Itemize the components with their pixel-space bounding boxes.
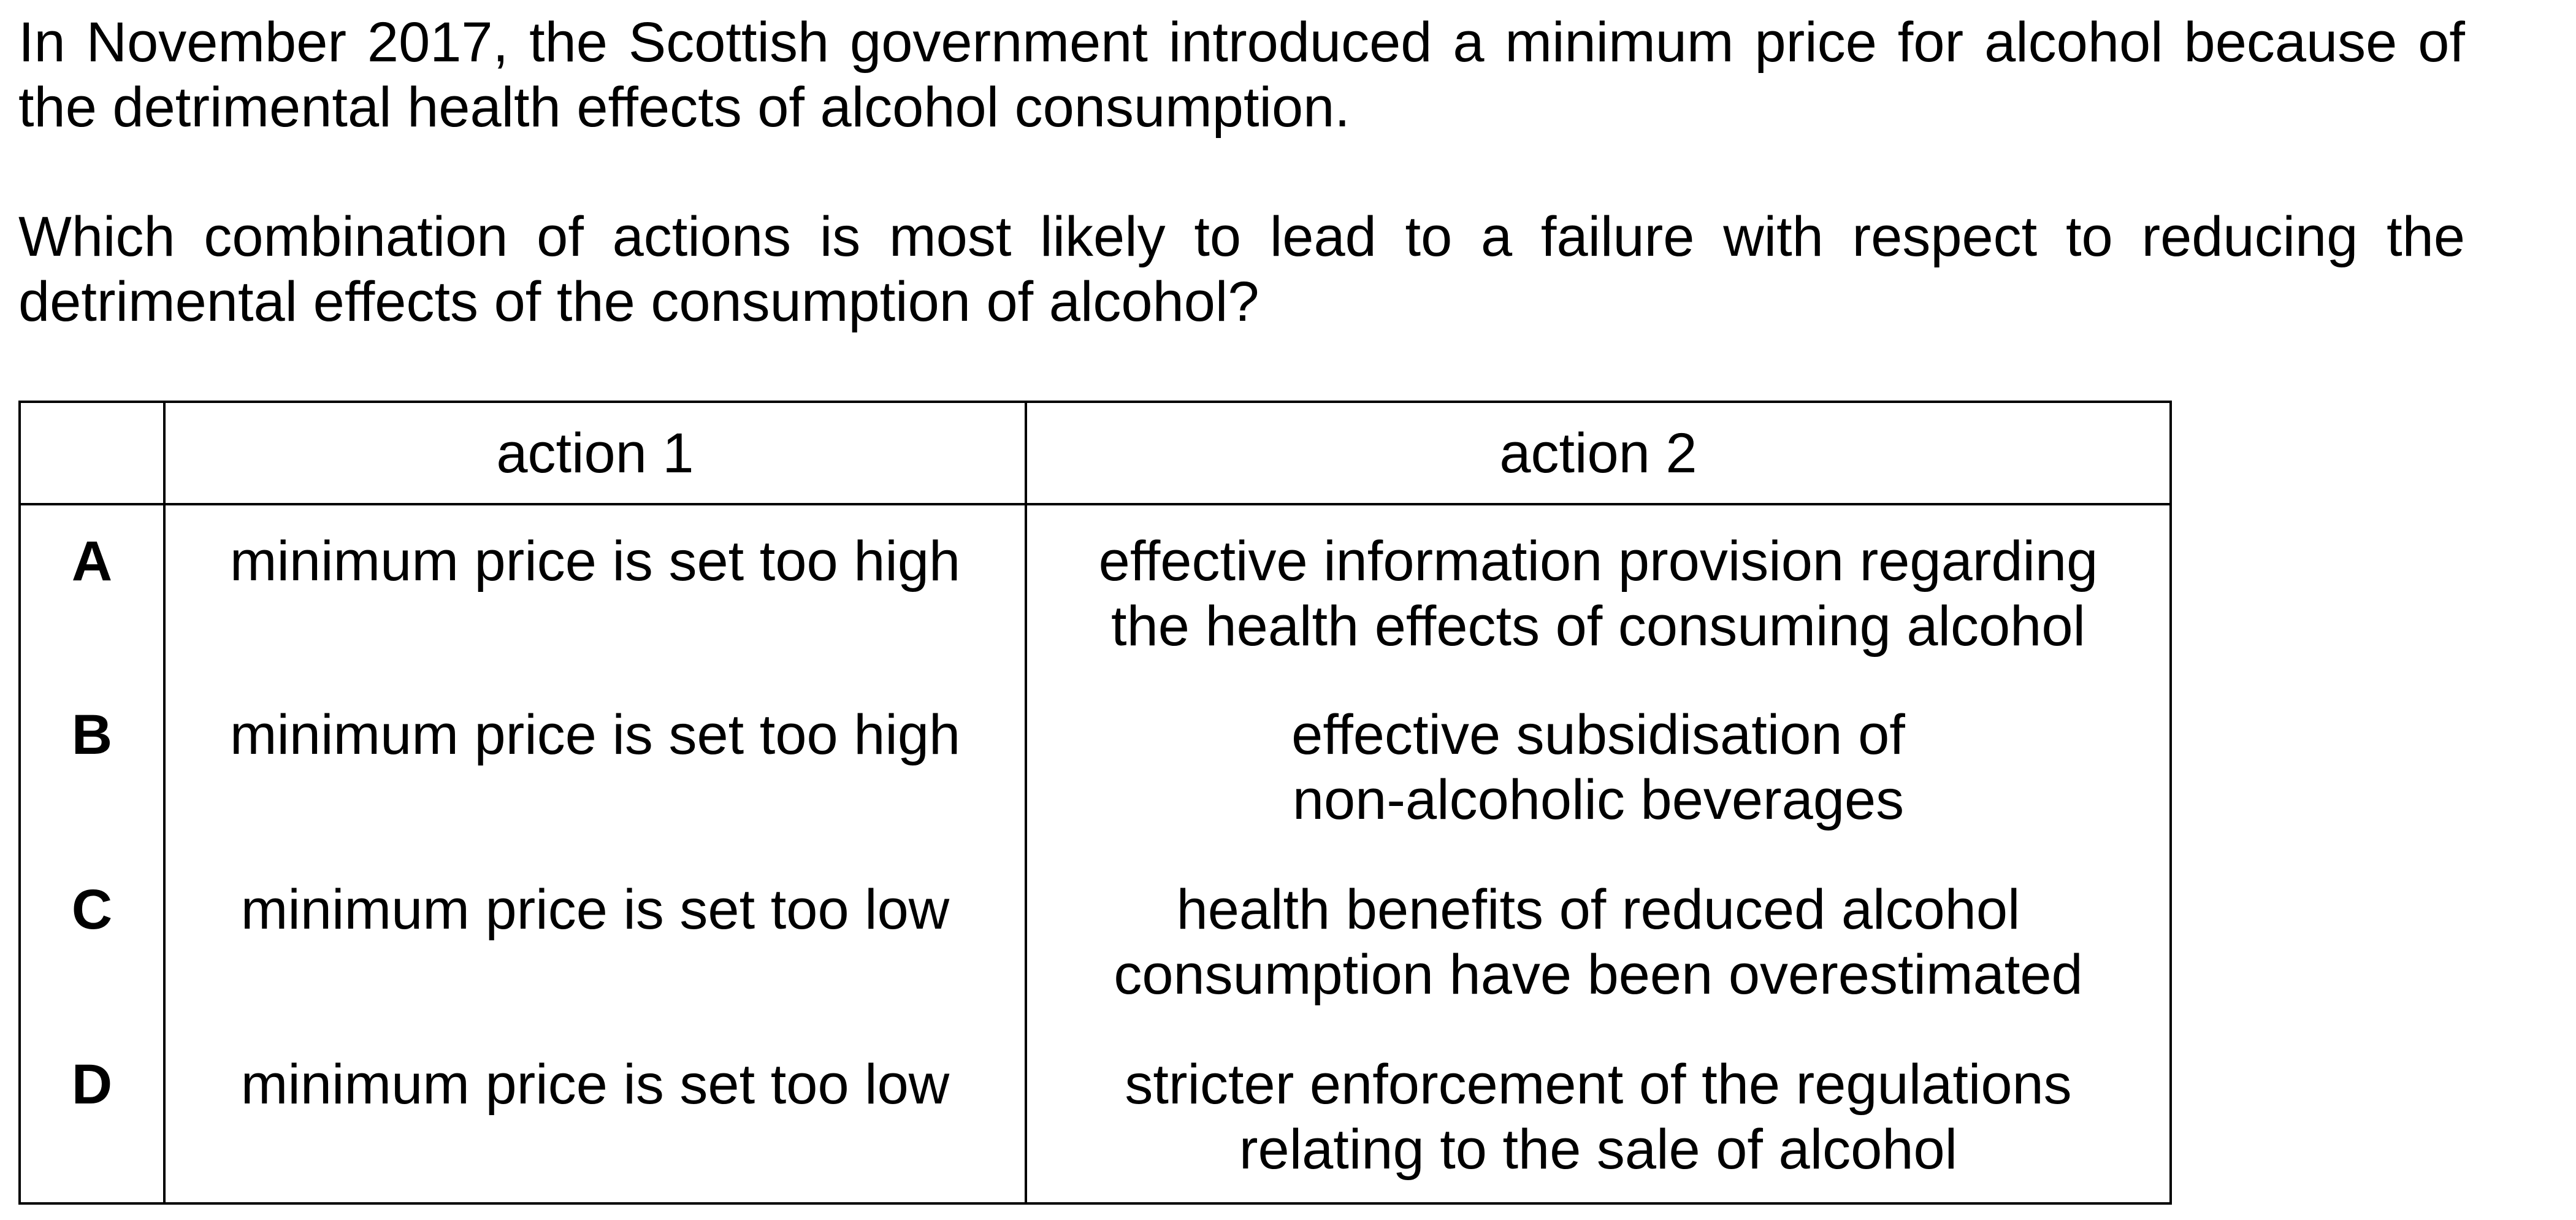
option-b-action-2: effective subsidisation of non-alcoholic…	[1025, 679, 2172, 854]
option-a-action-1: minimum price is set too high	[163, 504, 1027, 679]
option-d-action-1: minimum price is set too low	[163, 1029, 1027, 1205]
option-letter-c: C	[18, 854, 166, 1029]
option-letter-d: D	[18, 1029, 166, 1205]
option-c-action-2: health benefits of reduced alcohol consu…	[1025, 854, 2172, 1029]
option-c-action-2-line-1: health benefits of reduced alcohol	[1176, 878, 2020, 941]
option-row-b: B minimum price is set too high effectiv…	[18, 679, 2172, 854]
option-row-d: D minimum price is set too low stricter …	[18, 1029, 2172, 1205]
header-action-1: action 1	[163, 401, 1027, 505]
option-a-action-2: effective information provision regardin…	[1025, 504, 2172, 679]
option-c-action-1: minimum price is set too low	[163, 854, 1027, 1029]
question-prompt: Which combination of actions is most lik…	[18, 205, 2465, 333]
option-row-c: C minimum price is set too low health be…	[18, 854, 2172, 1029]
option-a-action-2-line-2: the health effects of consuming alcohol	[1111, 595, 2085, 658]
header-letter-cell	[18, 401, 166, 505]
option-b-action-2-line-2: non-alcoholic beverages	[1292, 769, 1905, 831]
options-table: action 1 action 2 A minimum price is set…	[18, 401, 2172, 1205]
option-d-action-2: stricter enforcement of the regulations …	[1025, 1029, 2172, 1205]
option-letter-b: B	[18, 679, 166, 854]
table-header-row: action 1 action 2	[18, 401, 2172, 505]
option-d-action-2-line-1: stricter enforcement of the regulations	[1125, 1053, 2072, 1116]
option-d-action-2-line-2: relating to the sale of alcohol	[1239, 1118, 1958, 1181]
option-row-a: A minimum price is set too high effectiv…	[18, 504, 2172, 679]
option-b-action-2-line-1: effective subsidisation of	[1291, 704, 1905, 766]
option-letter-a: A	[18, 504, 166, 679]
option-b-action-1: minimum price is set too high	[163, 679, 1027, 854]
option-c-action-2-line-2: consumption have been overestimated	[1114, 943, 2083, 1006]
question-intro: In November 2017, the Scottish governmen…	[18, 11, 2465, 139]
option-a-action-2-line-1: effective information provision regardin…	[1098, 530, 2098, 593]
header-action-2: action 2	[1025, 401, 2172, 505]
